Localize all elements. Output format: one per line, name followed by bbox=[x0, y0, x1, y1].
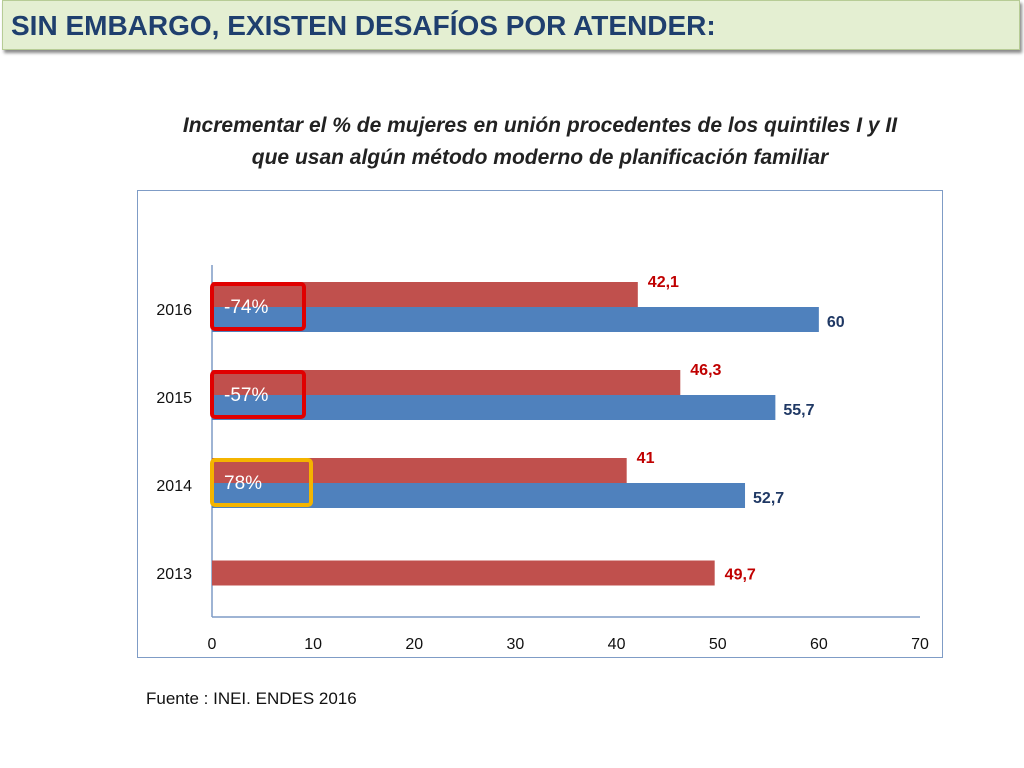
x-tick-label: 0 bbox=[208, 636, 217, 653]
bar-blue bbox=[212, 307, 819, 332]
x-tick-label: 10 bbox=[304, 636, 322, 653]
annotation-box bbox=[210, 458, 313, 507]
data-label-blue: 52,7 bbox=[753, 490, 784, 507]
slide-title: SIN EMBARGO, EXISTEN DESAFÍOS POR ATENDE… bbox=[11, 10, 716, 41]
x-tick-label: 30 bbox=[507, 636, 525, 653]
bar-red bbox=[212, 370, 681, 395]
chart-title-line-1: Incrementar el % de mujeres en unión pro… bbox=[182, 114, 898, 137]
x-tick-label: 70 bbox=[911, 636, 929, 653]
data-label-red: 46,3 bbox=[690, 362, 721, 379]
x-tick-label: 40 bbox=[608, 636, 626, 653]
annotation-box bbox=[210, 370, 306, 419]
annotation-label: 78% bbox=[224, 473, 262, 494]
slide-header: SIN EMBARGO, EXISTEN DESAFÍOS POR ATENDE… bbox=[2, 0, 1020, 50]
x-tick-label: 50 bbox=[709, 636, 727, 653]
x-tick-label: 20 bbox=[405, 636, 423, 653]
data-label-blue: 60 bbox=[827, 314, 845, 331]
bar-red bbox=[212, 560, 715, 586]
y-category-label: 2013 bbox=[156, 566, 192, 583]
annotation-label: -57% bbox=[224, 385, 268, 406]
bar-red bbox=[212, 458, 627, 483]
x-tick-label: 60 bbox=[810, 636, 828, 653]
data-label-red: 41 bbox=[637, 450, 655, 467]
chart-title-line-2: que usan algún método moderno de planifi… bbox=[251, 146, 829, 169]
y-category-label: 2016 bbox=[156, 302, 192, 319]
annotation-box bbox=[210, 282, 306, 331]
data-label-blue: 55,7 bbox=[783, 402, 814, 419]
data-label-red: 49,7 bbox=[725, 567, 756, 584]
annotation-label: -74% bbox=[224, 297, 268, 318]
chart-title: Incrementar el % de mujeres en unión pro… bbox=[140, 110, 940, 174]
source-note: Fuente : INEI. ENDES 2016 bbox=[146, 689, 357, 708]
data-label-red: 42,1 bbox=[648, 274, 679, 291]
y-category-label: 2015 bbox=[156, 390, 192, 407]
y-category-label: 2014 bbox=[156, 478, 192, 495]
bar-red bbox=[212, 282, 638, 307]
